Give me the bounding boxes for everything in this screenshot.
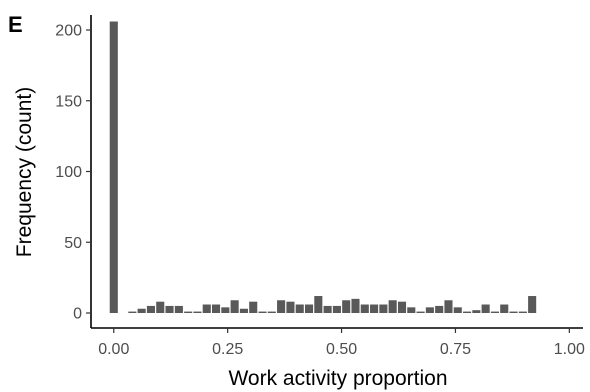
histogram-bar [314,296,323,313]
y-tick-label: 100 [55,164,82,181]
histogram-bar [360,304,369,313]
histogram-bar [212,304,221,313]
histogram-bar [528,296,537,313]
histogram-bar [518,311,527,313]
histogram-bar [342,300,351,313]
histogram-bar [156,301,165,313]
histogram-bar [509,311,518,313]
histogram-bar [128,311,137,313]
x-tick-label: 0.25 [212,341,243,358]
x-ticks-group: 0.00 0.25 0.50 0.75 1.00 [98,328,585,358]
x-tick-label: 1.00 [554,341,585,358]
histogram-bar [397,301,407,313]
y-axis-title: Frequency (count) [13,87,36,257]
histogram-bar [258,311,267,313]
histogram-bar [249,301,258,313]
x-tick-label: 0.00 [98,341,129,358]
bars-group [109,21,537,313]
histogram-bar [490,311,499,313]
histogram-bar [416,311,425,313]
histogram-bar [481,304,490,313]
histogram-bar [277,300,286,313]
histogram-bar [165,305,174,313]
y-tick-label: 150 [55,93,82,110]
histogram-bar [463,311,472,313]
histogram-bar [184,311,193,313]
y-tick-label: 50 [64,235,82,252]
histogram-bar [267,311,276,313]
histogram-bar [435,305,444,313]
histogram-bar [295,304,304,313]
histogram-bar [137,308,146,313]
histogram-bar [472,310,481,313]
x-axis-title: Work activity proportion [228,367,447,390]
histogram-bar [146,305,155,313]
histogram-bar [453,307,462,313]
histogram-bar [174,305,183,313]
histogram-bar [109,21,118,313]
histogram-bar [332,305,341,313]
x-tick-label: 0.50 [326,341,357,358]
histogram-bar [500,304,509,313]
histogram-bar [221,307,230,313]
histogram-bar [304,304,314,313]
y-ticks-group: 0 50 100 150 200 [55,23,91,323]
histogram-bar [444,300,453,313]
histogram-bar [239,308,248,313]
histogram-bar [388,300,397,313]
histogram-bar [286,301,295,313]
panel-label: E [8,12,23,37]
histogram-bar [370,304,379,313]
histogram-bar [407,307,416,313]
histogram-bar [323,305,332,313]
histogram-bar [351,298,360,313]
x-tick-label: 0.75 [440,341,471,358]
histogram-bar [379,304,388,313]
histogram-bar [202,304,211,313]
histogram-bar [230,300,239,313]
y-tick-label: 0 [73,306,82,323]
histogram-bar [193,311,202,313]
histogram-bar [425,307,434,313]
y-tick-label: 200 [55,23,82,40]
